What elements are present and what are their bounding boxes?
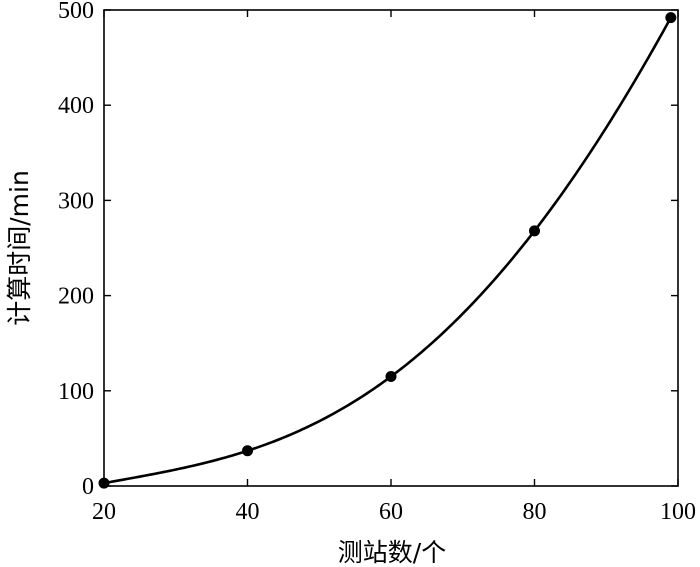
data-point <box>665 12 677 24</box>
x-tick-label: 40 <box>236 499 260 525</box>
data-point <box>529 225 540 237</box>
fit-curve-line <box>103 16 672 485</box>
data-points-group <box>98 12 677 489</box>
x-tick-label: 80 <box>523 499 547 525</box>
x-axis-title: 测站数/个 <box>338 538 446 567</box>
fit-curve-group <box>103 16 672 485</box>
plot-frame <box>103 9 679 487</box>
x-tick-label: 20 <box>92 499 116 525</box>
plot-area <box>103 9 679 487</box>
x-tick-label: 100 <box>660 499 696 525</box>
y-tick-label: 100 <box>58 379 94 405</box>
x-tick-label: 60 <box>379 499 403 525</box>
y-axis-ticks: 0 100 200 300 400 500 <box>58 0 678 500</box>
data-point <box>242 445 253 457</box>
y-tick-label: 0 <box>82 474 94 500</box>
x-axis-ticks: 20 40 60 80 100 <box>92 10 696 525</box>
y-tick-label: 400 <box>58 93 94 119</box>
y-tick-label: 500 <box>58 0 94 24</box>
y-tick-label: 200 <box>58 284 94 310</box>
y-axis-title: 计算时间/min <box>5 170 34 326</box>
y-tick-label: 300 <box>58 188 94 214</box>
data-point <box>385 371 397 383</box>
